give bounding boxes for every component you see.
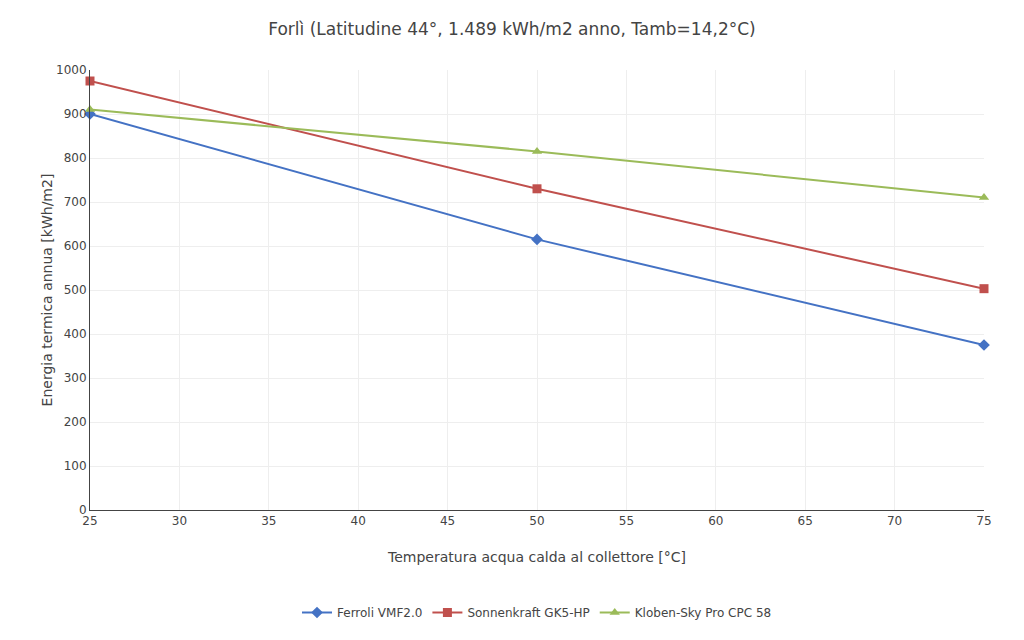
svg-text:900: 900 (64, 107, 87, 121)
svg-text:50: 50 (529, 514, 544, 528)
svg-text:200: 200 (64, 415, 87, 429)
svg-text:Kloben-Sky Pro CPC 58: Kloben-Sky Pro CPC 58 (635, 606, 771, 620)
svg-text:300: 300 (64, 371, 87, 385)
svg-text:400: 400 (64, 327, 87, 341)
svg-text:25: 25 (82, 514, 97, 528)
svg-text:1000: 1000 (56, 63, 87, 77)
svg-text:0: 0 (79, 503, 87, 517)
svg-text:35: 35 (261, 514, 276, 528)
svg-text:800: 800 (64, 151, 87, 165)
svg-text:Forlì (Latitudine 44°, 1.489 k: Forlì (Latitudine 44°, 1.489 kWh/m2 anno… (268, 19, 755, 39)
svg-text:Temperatura acqua calda al col: Temperatura acqua calda al collettore [°… (387, 549, 686, 565)
svg-text:600: 600 (64, 239, 87, 253)
svg-text:75: 75 (976, 514, 991, 528)
svg-text:55: 55 (619, 514, 634, 528)
svg-text:60: 60 (708, 514, 723, 528)
svg-text:45: 45 (440, 514, 455, 528)
svg-text:Sonnenkraft GK5-HP: Sonnenkraft GK5-HP (467, 606, 589, 620)
svg-text:30: 30 (172, 514, 187, 528)
svg-text:65: 65 (798, 514, 813, 528)
svg-text:70: 70 (887, 514, 902, 528)
svg-text:500: 500 (64, 283, 87, 297)
svg-text:Ferroli VMF2.0: Ferroli VMF2.0 (337, 606, 422, 620)
svg-text:Energia termica annua [kWh/m2]: Energia termica annua [kWh/m2] (39, 174, 55, 407)
svg-text:40: 40 (351, 514, 366, 528)
svg-text:700: 700 (64, 195, 87, 209)
svg-text:100: 100 (64, 459, 87, 473)
